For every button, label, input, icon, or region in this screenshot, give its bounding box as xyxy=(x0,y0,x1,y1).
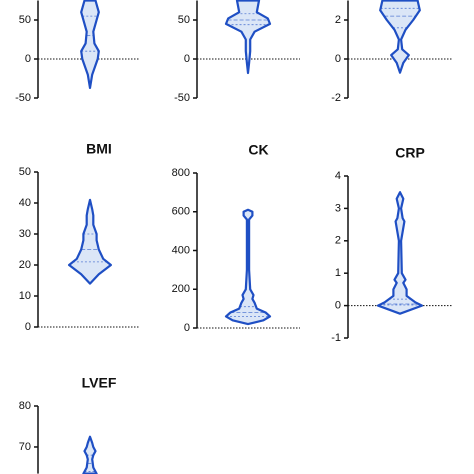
y-tick-label: 3 xyxy=(335,202,341,214)
y-tick-label: 40 xyxy=(19,197,31,209)
y-tick-label: 0 xyxy=(335,300,341,312)
chart-title: CK xyxy=(248,142,268,158)
y-tick-label: 2 xyxy=(335,14,341,26)
y-tick-label: -2 xyxy=(331,92,341,104)
y-tick-label: 20 xyxy=(19,259,31,271)
y-tick-label: 10 xyxy=(19,290,31,302)
y-tick-label: 70 xyxy=(19,441,31,453)
violin xyxy=(68,198,112,285)
chart-title: BMI xyxy=(86,141,112,157)
y-tick-label: 50 xyxy=(19,166,31,178)
y-tick-label: 600 xyxy=(172,206,190,218)
chart-title: CRP xyxy=(395,145,425,161)
y-tick-label: 4 xyxy=(335,170,341,182)
y-tick-label: 1 xyxy=(335,267,341,279)
y-tick-label: 400 xyxy=(172,244,190,256)
violin xyxy=(376,191,424,315)
y-tick-label: 800 xyxy=(172,167,190,179)
violin xyxy=(82,435,98,474)
y-tick-label: 0 xyxy=(25,53,31,65)
y-tick-label: 200 xyxy=(172,283,190,295)
violin xyxy=(379,0,421,74)
y-tick-label: 80 xyxy=(19,400,31,412)
y-tick-label: 0 xyxy=(184,53,190,65)
y-tick-label: -1 xyxy=(331,332,341,344)
y-tick-label: 50 xyxy=(178,14,190,26)
y-tick-label: -50 xyxy=(174,92,190,104)
y-tick-label: 2 xyxy=(335,235,341,247)
chart-title: LVEF xyxy=(82,375,117,391)
violin xyxy=(80,0,100,89)
y-tick-label: 0 xyxy=(25,321,31,333)
y-tick-label: 50 xyxy=(19,14,31,26)
violin xyxy=(224,208,272,326)
violin xyxy=(224,0,272,75)
y-tick-label: 30 xyxy=(19,228,31,240)
y-tick-label: 0 xyxy=(335,53,341,65)
y-tick-label: 0 xyxy=(184,322,190,334)
y-tick-label: -50 xyxy=(15,92,31,104)
